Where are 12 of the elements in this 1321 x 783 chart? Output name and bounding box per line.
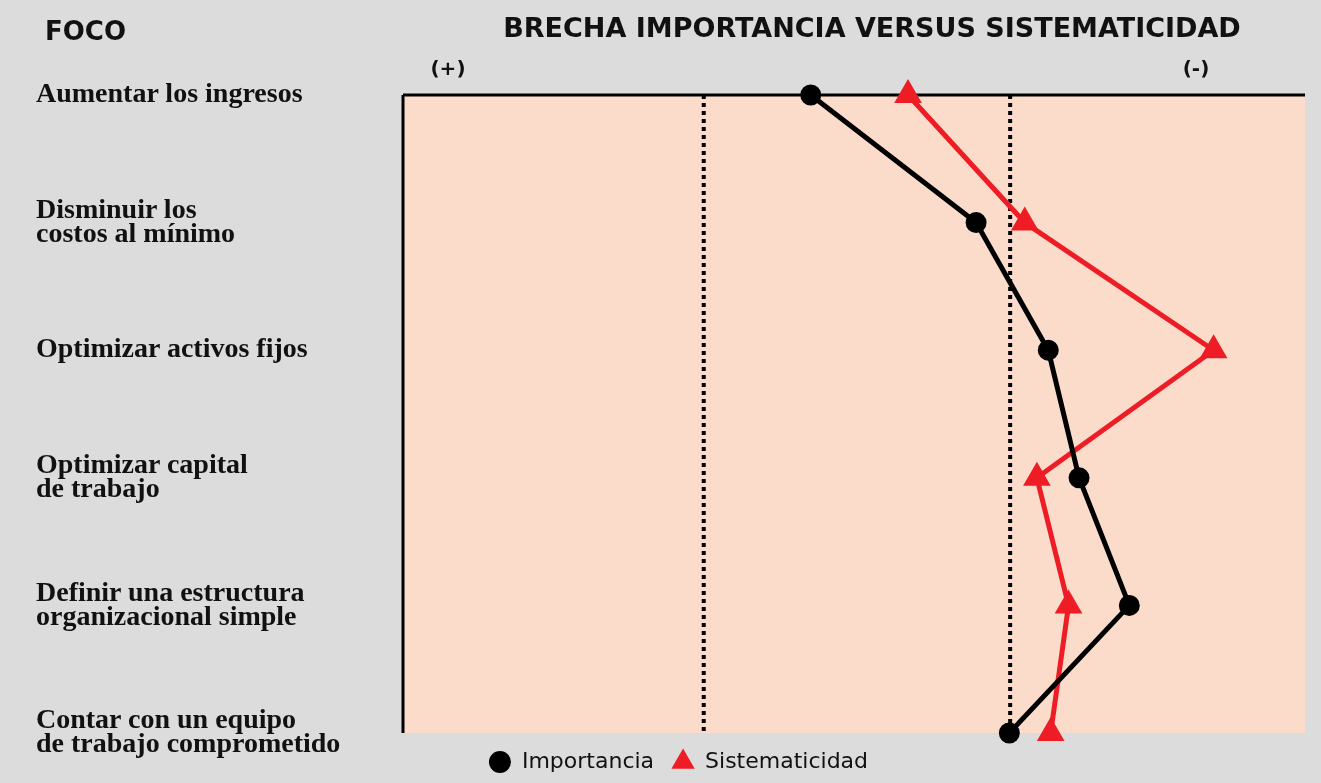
y-tick-label: Disminuir los costos al mínimo <box>36 192 236 248</box>
legend-label: Importancia <box>521 747 655 773</box>
y-tick-label: Optimizar capital de trabajo <box>36 448 249 503</box>
y-tick-label: Contar con un equipo de trabajo comprometido <box>36 703 341 759</box>
y-tick-label: Optimizar activos fijos <box>36 332 308 364</box>
y-tick-label: Aumentar los ingresos <box>36 77 303 109</box>
text: (+) <box>430 56 466 80</box>
y-tick-label: Definir una estructura organizacional simple <box>36 575 305 631</box>
chart-title: BRECHA IMPORTANCIA VERSUS SISTEMATICIDAD <box>503 12 1241 43</box>
y-axis-title: FOCO <box>45 16 127 46</box>
legend-label: Sistematicidad <box>705 747 869 773</box>
text: (-) <box>1182 56 1210 80</box>
